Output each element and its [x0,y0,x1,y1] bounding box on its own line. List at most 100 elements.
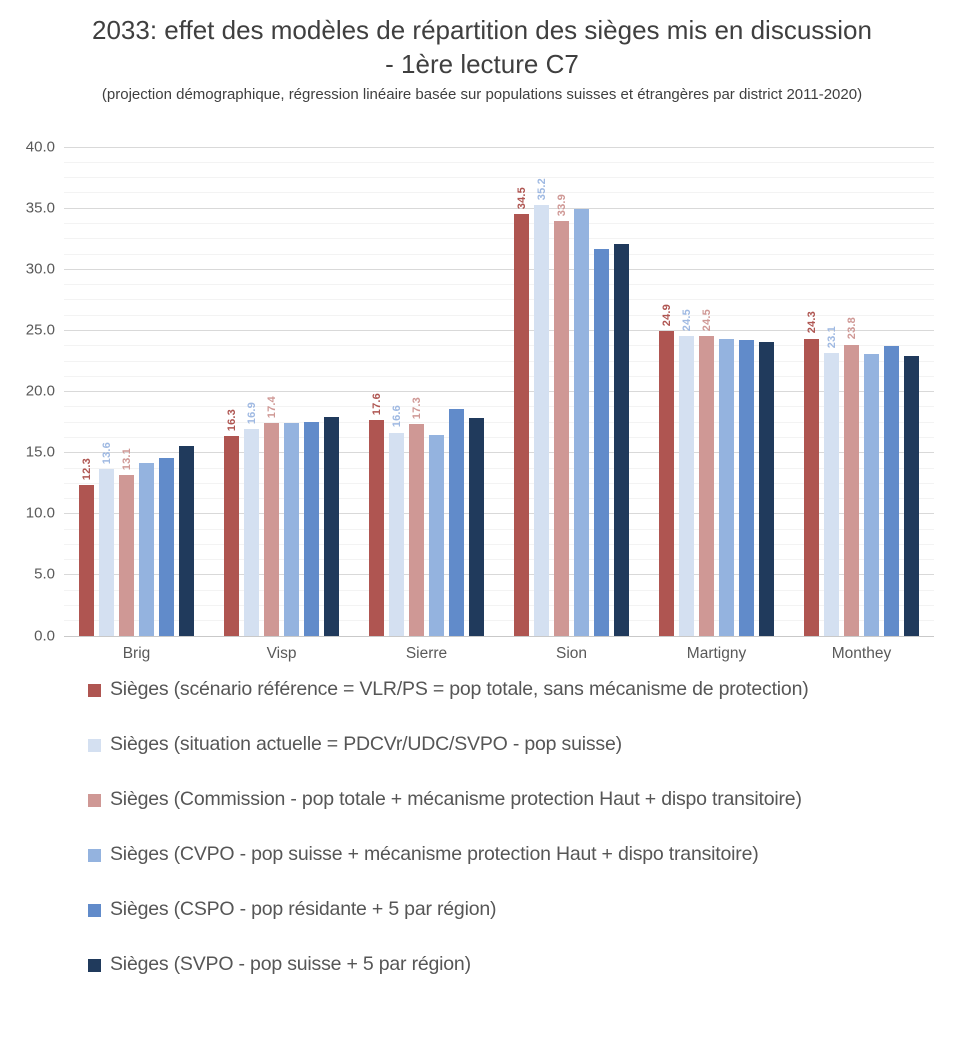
major-gridline [64,268,934,270]
minor-gridline [64,238,934,240]
bar-series4-visp [284,422,299,636]
legend-item-3: Sièges (Commission - pop totale + mécani… [88,787,924,842]
data-label: 24.3 [805,311,818,334]
minor-gridline [64,589,934,591]
minor-gridline [64,177,934,179]
bar-series1-sierre: 17.6 [369,393,384,636]
bar-series5-monthey [884,345,899,636]
legend-label: Sièges (Commission - pop totale + mécani… [110,787,802,810]
legend-swatch-icon [88,683,101,697]
minor-gridline [64,223,934,224]
minor-gridline [64,605,934,607]
bar-series2-martigny: 24.5 [679,309,694,636]
major-gridline [64,329,934,331]
bar-series5-sierre [449,409,464,636]
bar-series2-brig: 13.6 [99,442,114,636]
plot-area: 40.0 35.0 30.0 25.0 20.0 15.0 10.0 5.0 0.0 12.3 1… [18,138,934,644]
legend-swatch-icon [88,738,101,752]
minor-gridline [64,360,934,362]
data-label: 24.9 [660,303,673,327]
y-tick-label: 10.0 [25,504,55,522]
data-label: 24.5 [680,308,693,332]
bar-series5-brig [159,458,174,636]
legend-item-5: Sièges (CSPO - pop résidante + 5 par rég… [88,897,924,952]
legend-swatch-icon [88,958,101,972]
data-label: 16.3 [225,409,238,432]
legend-item-6: Sièges (SVPO - pop suisse + 5 par région… [88,952,924,1007]
minor-gridline [64,421,934,423]
legend-label: Sièges (CVPO - pop suisse + mécanisme pr… [110,842,759,865]
y-tick-label: 15.0 [25,443,55,461]
minor-gridline [64,559,934,561]
bar-series1-martigny: 24.9 [659,304,674,636]
major-gridline [64,513,934,515]
major-gridline [64,391,934,393]
minor-gridline [64,467,934,469]
y-tick-label: 35.0 [25,199,55,217]
data-label: 34.5 [515,186,528,209]
minor-gridline [64,375,934,377]
minor-gridline [64,345,934,347]
legend-swatch-icon [88,793,101,807]
data-label: 35.2 [535,178,548,201]
y-tick-label: 5.0 [34,565,55,583]
bar-group-sion: 34.5 35.2 33.9 [499,147,644,636]
bar-series1-sion: 34.5 [514,187,529,636]
minor-gridline [64,528,934,530]
data-label: 23.1 [825,325,838,349]
bar-series6-visp [324,416,339,636]
minor-gridline [64,406,934,408]
y-axis: 40.0 35.0 30.0 25.0 20.0 15.0 10.0 5.0 0.0 [18,138,64,644]
data-label: 13.6 [100,442,113,465]
x-axis: Brig Visp Sierre Sion Martigny Monthey [64,637,934,663]
bar-series5-visp [304,421,319,636]
major-gridline [64,146,934,148]
x-axis-label-brig: Brig [122,644,151,662]
legend-item-2: Sièges (situation actuelle = PDCVr/UDC/S… [88,732,924,787]
bar-series3-monthey: 23.8 [844,317,859,636]
bar-group-monthey: 24.3 23.1 23.8 [789,147,934,636]
data-label: 23.8 [845,317,858,340]
minor-gridline [64,284,934,286]
legend: Sièges (scénario référence = VLR/PS = po… [88,677,924,1007]
bar-series6-sion [614,244,629,636]
bar-series1-monthey: 24.3 [804,311,819,636]
bar-series4-sierre [429,435,444,636]
minor-gridline [64,299,934,301]
data-label: 17.3 [410,396,423,420]
legend-item-4: Sièges (CVPO - pop suisse + mécanisme pr… [88,842,924,897]
bar-series3-sion: 33.9 [554,194,569,636]
bar-series5-sion [594,249,609,636]
legend-label: Sièges (scénario référence = VLR/PS = po… [110,677,809,700]
bar-series2-monthey: 23.1 [824,326,839,636]
bar-series1-brig: 12.3 [79,458,94,636]
data-label: 33.9 [555,193,568,217]
legend-swatch-icon [88,848,101,862]
data-label: 16.6 [390,405,403,428]
bar-series3-brig: 13.1 [119,448,134,636]
x-axis-label-sierre: Sierre [405,644,448,662]
chart-title: 2033: effet des modèles de répartition d… [92,15,872,79]
chart-subtitle: (projection démographique, régression li… [101,85,863,103]
bar-group-brig: 12.3 13.6 13.1 [64,147,209,636]
bar-series1-visp: 16.3 [224,409,239,636]
minor-gridline [64,253,934,255]
bar-series2-visp: 16.9 [244,402,259,636]
y-tick-label: 20.0 [25,382,55,400]
bar-series4-martigny [719,338,734,636]
x-axis-label-martigny: Martigny [686,644,747,662]
minor-gridline [64,482,934,484]
bar-series2-sion: 35.2 [534,178,549,636]
bar-series6-brig [179,446,194,636]
data-label: 24.5 [700,308,713,332]
y-tick-label: 30.0 [25,260,55,278]
minor-gridline [64,620,934,622]
minor-gridline [64,543,934,545]
bar-series2-sierre: 16.6 [389,405,404,636]
bar-series4-sion [574,208,589,636]
major-gridline [64,574,934,576]
major-gridline [64,207,934,209]
data-label: 17.6 [370,393,383,416]
x-axis-label-visp: Visp [266,644,297,662]
minor-gridline [64,161,934,163]
